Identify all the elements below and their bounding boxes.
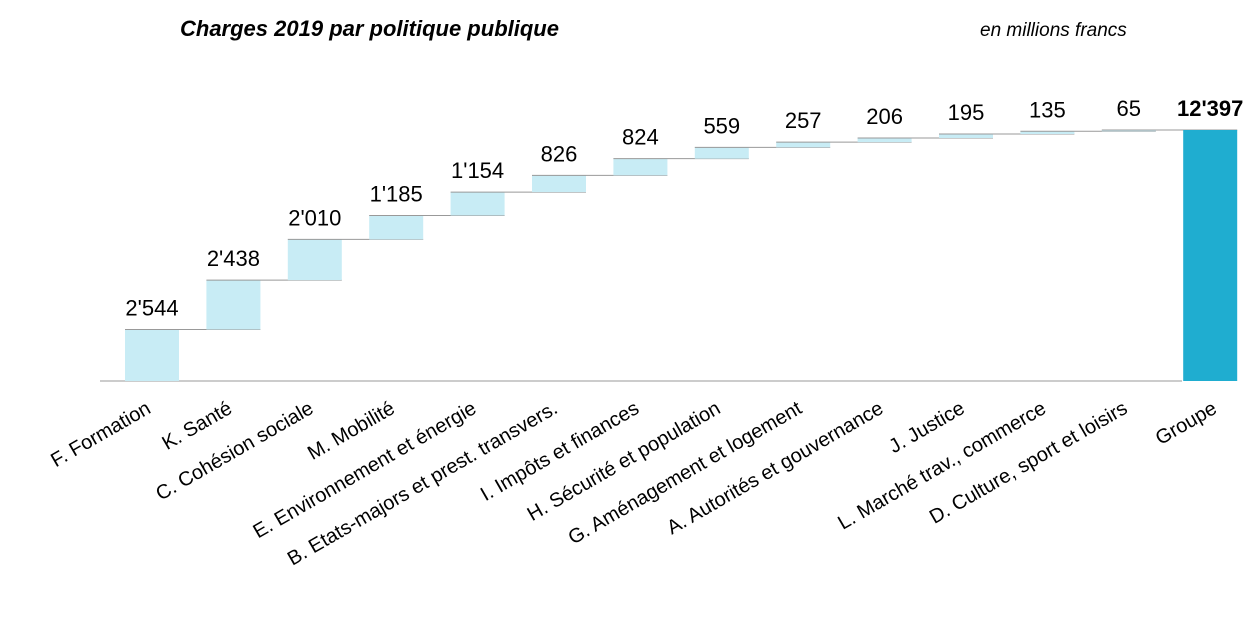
value-label: 2'010 xyxy=(288,205,341,230)
bar xyxy=(1020,131,1075,135)
bar xyxy=(369,215,424,240)
value-label: 559 xyxy=(703,113,740,138)
value-label: 65 xyxy=(1117,96,1141,121)
bar xyxy=(613,158,668,176)
value-label: 1'185 xyxy=(370,181,423,206)
value-label: 135 xyxy=(1029,97,1066,122)
bar xyxy=(694,147,749,159)
x-tick-label: Groupe xyxy=(1152,397,1221,449)
bar xyxy=(206,280,261,330)
total-label: 12'397 xyxy=(1177,96,1243,121)
chart-subtitle: en millions francs xyxy=(980,20,1127,41)
value-label: 824 xyxy=(622,125,659,150)
value-label: 1'154 xyxy=(451,158,504,183)
bar xyxy=(939,134,993,138)
value-label: 257 xyxy=(785,108,822,133)
value-label: 2'544 xyxy=(125,295,178,320)
bar xyxy=(450,192,505,216)
x-tick-label: C. Cohésion sociale xyxy=(152,397,317,505)
value-label: 2'438 xyxy=(207,246,260,271)
bar xyxy=(1101,129,1156,132)
bar xyxy=(776,142,831,148)
value-label: 206 xyxy=(866,104,903,129)
bar xyxy=(287,239,342,281)
x-tick-label: F. Formation xyxy=(47,397,154,472)
bar xyxy=(125,329,179,381)
bar xyxy=(532,175,586,193)
total-bar xyxy=(1183,130,1238,381)
bar xyxy=(857,137,912,143)
value-label: 195 xyxy=(948,100,985,125)
value-label: 826 xyxy=(541,141,578,166)
chart-title: Charges 2019 par politique publique xyxy=(180,16,559,41)
